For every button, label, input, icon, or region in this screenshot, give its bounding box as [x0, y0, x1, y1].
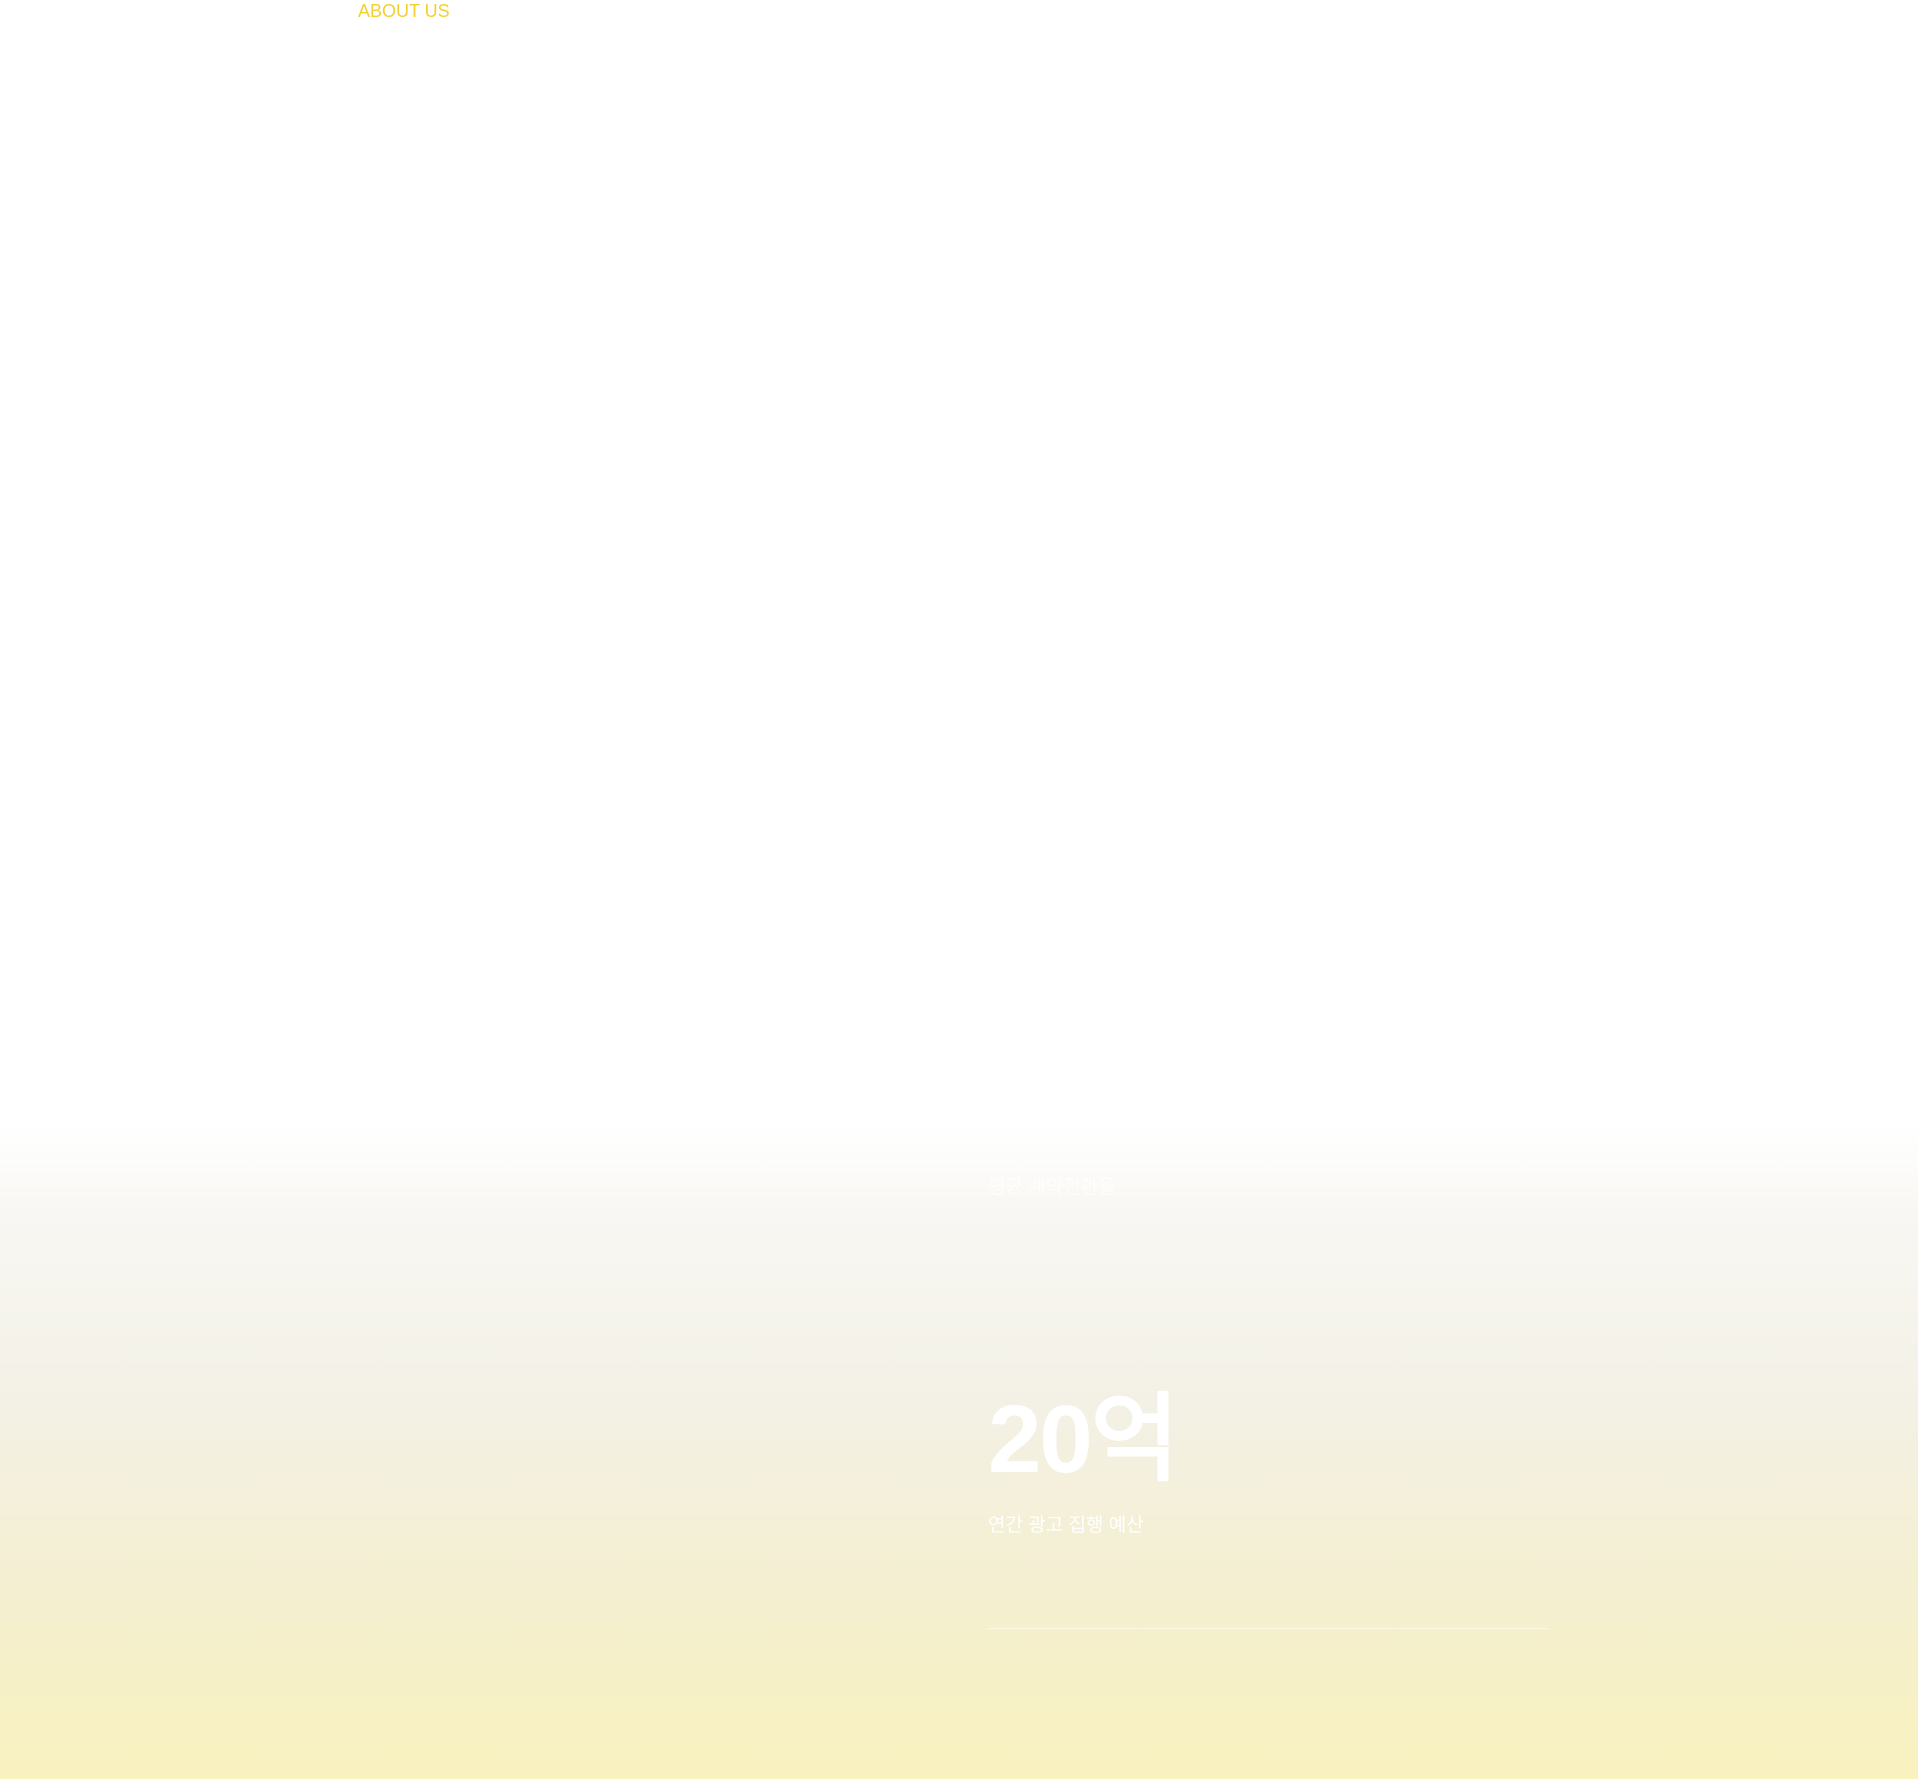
stat-value-ad-budget: 20억	[988, 1386, 1179, 1493]
stat-caption-ad-budget: 연간 광고 집행 예산	[988, 1515, 1144, 1536]
stat-caption-conversion-rate: 평균 계약전환율	[988, 1177, 1116, 1198]
section-label: ABOUT US	[358, 1, 450, 21]
stat-divider	[988, 1628, 1548, 1629]
